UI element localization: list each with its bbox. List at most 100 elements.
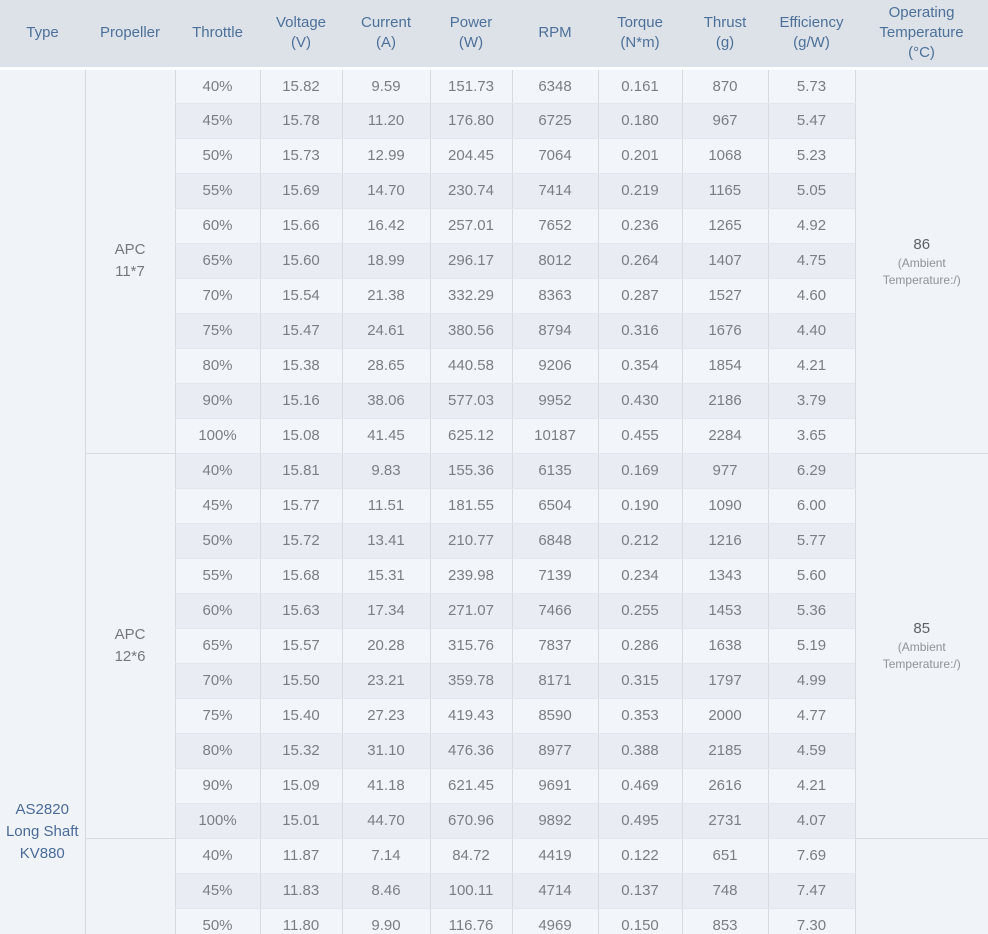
column-header-label: Efficiency — [779, 14, 844, 32]
temperature-cell — [854, 838, 988, 934]
table-row: 65% 15.57 20.28 315.76 7837 0.286 1638 5.19 — [0, 628, 988, 664]
cell-rpm: 4419 — [511, 838, 598, 874]
cell-throttle: 45% — [174, 103, 260, 139]
cell-throttle: 50% — [174, 908, 260, 934]
cell-power: 257.01 — [429, 208, 512, 244]
cell-rpm: 7139 — [511, 558, 598, 594]
cell-efficiency: 4.07 — [767, 803, 855, 839]
cell-thrust: 1854 — [681, 348, 768, 384]
cell-rpm: 7652 — [511, 208, 598, 244]
cell-power: 176.80 — [429, 103, 512, 139]
cell-current: 16.42 — [341, 208, 430, 244]
cell-torque: 0.430 — [597, 383, 682, 419]
cell-current: 21.38 — [341, 278, 430, 314]
cell-current: 14.70 — [341, 173, 430, 209]
cell-efficiency: 4.21 — [767, 768, 855, 804]
cell-torque: 0.212 — [597, 523, 682, 559]
cell-current: 13.41 — [341, 523, 430, 559]
cell-efficiency: 5.23 — [767, 138, 855, 174]
cell-throttle: 45% — [174, 873, 260, 909]
cell-voltage: 15.16 — [259, 383, 342, 419]
cell-rpm: 6135 — [511, 453, 598, 489]
cell-efficiency: 4.92 — [767, 208, 855, 244]
table-row: 90% 15.16 38.06 577.03 9952 0.430 2186 3.79 — [0, 383, 988, 419]
cell-power: 380.56 — [429, 313, 512, 349]
column-header-label: Type — [26, 24, 59, 42]
cell-rpm: 7414 — [511, 173, 598, 209]
cell-power: 419.43 — [429, 698, 512, 734]
table-row: 55% 15.68 15.31 239.98 7139 0.234 1343 5.60 — [0, 558, 988, 594]
cell-power: 296.17 — [429, 243, 512, 279]
cell-current: 44.70 — [341, 803, 430, 839]
column-header-label: Propeller — [99, 24, 161, 42]
propeller-cell — [84, 838, 175, 934]
cell-throttle: 60% — [174, 593, 260, 629]
cell-current: 28.65 — [341, 348, 430, 384]
cell-voltage: 15.60 — [259, 243, 342, 279]
cell-rpm: 10187 — [511, 418, 598, 454]
column-header-label: Voltage — [275, 14, 327, 32]
cell-current: 41.45 — [341, 418, 430, 454]
cell-efficiency: 4.59 — [767, 733, 855, 769]
table-row: 45% 15.78 11.20 176.80 6725 0.180 967 5.47 — [0, 103, 988, 139]
cell-torque: 0.169 — [597, 453, 682, 489]
cell-current: 38.06 — [341, 383, 430, 419]
cell-rpm: 8977 — [511, 733, 598, 769]
cell-torque: 0.495 — [597, 803, 682, 839]
cell-voltage: 11.83 — [259, 873, 342, 909]
cell-torque: 0.122 — [597, 838, 682, 874]
cell-efficiency: 5.19 — [767, 628, 855, 664]
cell-power: 100.11 — [429, 873, 512, 909]
column-header-unit: (W) — [458, 34, 484, 52]
cell-rpm: 9892 — [511, 803, 598, 839]
table-row: 90% 15.09 41.18 621.45 9691 0.469 2616 4.21 — [0, 768, 988, 804]
cell-voltage: 15.72 — [259, 523, 342, 559]
cell-current: 23.21 — [341, 663, 430, 699]
cell-current: 31.10 — [341, 733, 430, 769]
cell-throttle: 70% — [174, 278, 260, 314]
cell-efficiency: 5.05 — [767, 173, 855, 209]
cell-torque: 0.234 — [597, 558, 682, 594]
cell-thrust: 1407 — [681, 243, 768, 279]
cell-thrust: 1638 — [681, 628, 768, 664]
cell-power: 440.58 — [429, 348, 512, 384]
cell-torque: 0.353 — [597, 698, 682, 734]
propeller-label: APC 12*6 — [114, 625, 146, 665]
cell-throttle: 55% — [174, 558, 260, 594]
cell-voltage: 15.08 — [259, 418, 342, 454]
cell-rpm: 6848 — [511, 523, 598, 559]
temperature-cell: 86 (Ambient Temperature:/) — [854, 68, 988, 454]
cell-rpm: 8590 — [511, 698, 598, 734]
cell-current: 9.90 — [341, 908, 430, 934]
table-body: AS2820 Long Shaft KV880 APC 11*7 40% 15.82 9… — [0, 68, 988, 934]
cell-power: 476.36 — [429, 733, 512, 769]
cell-efficiency: 5.60 — [767, 558, 855, 594]
cell-torque: 0.190 — [597, 488, 682, 524]
cell-current: 11.51 — [341, 488, 430, 524]
cell-rpm: 9952 — [511, 383, 598, 419]
cell-efficiency: 4.40 — [767, 313, 855, 349]
cell-current: 8.46 — [341, 873, 430, 909]
column-header-propeller: Propeller — [85, 0, 175, 70]
cell-rpm: 6725 — [511, 103, 598, 139]
table-row: 60% 15.66 16.42 257.01 7652 0.236 1265 4.92 — [0, 208, 988, 244]
cell-current: 7.14 — [341, 838, 430, 874]
cell-thrust: 1216 — [681, 523, 768, 559]
column-header-throttle: Throttle — [175, 0, 260, 70]
cell-voltage: 15.40 — [259, 698, 342, 734]
cell-torque: 0.388 — [597, 733, 682, 769]
table-row: 55% 15.69 14.70 230.74 7414 0.219 1165 5.05 — [0, 173, 988, 209]
column-header-label: Torque — [617, 14, 663, 32]
cell-power: 116.76 — [429, 908, 512, 934]
cell-rpm: 4714 — [511, 873, 598, 909]
column-header-unit: (N*m) — [620, 34, 660, 52]
cell-throttle: 75% — [174, 313, 260, 349]
cell-rpm: 8012 — [511, 243, 598, 279]
cell-efficiency: 4.75 — [767, 243, 855, 279]
temperature-note: (Ambient Temperature:/) — [882, 640, 961, 671]
cell-power: 670.96 — [429, 803, 512, 839]
cell-power: 621.45 — [429, 768, 512, 804]
temperature-note: (Ambient Temperature:/) — [882, 255, 961, 287]
cell-current: 41.18 — [341, 768, 430, 804]
